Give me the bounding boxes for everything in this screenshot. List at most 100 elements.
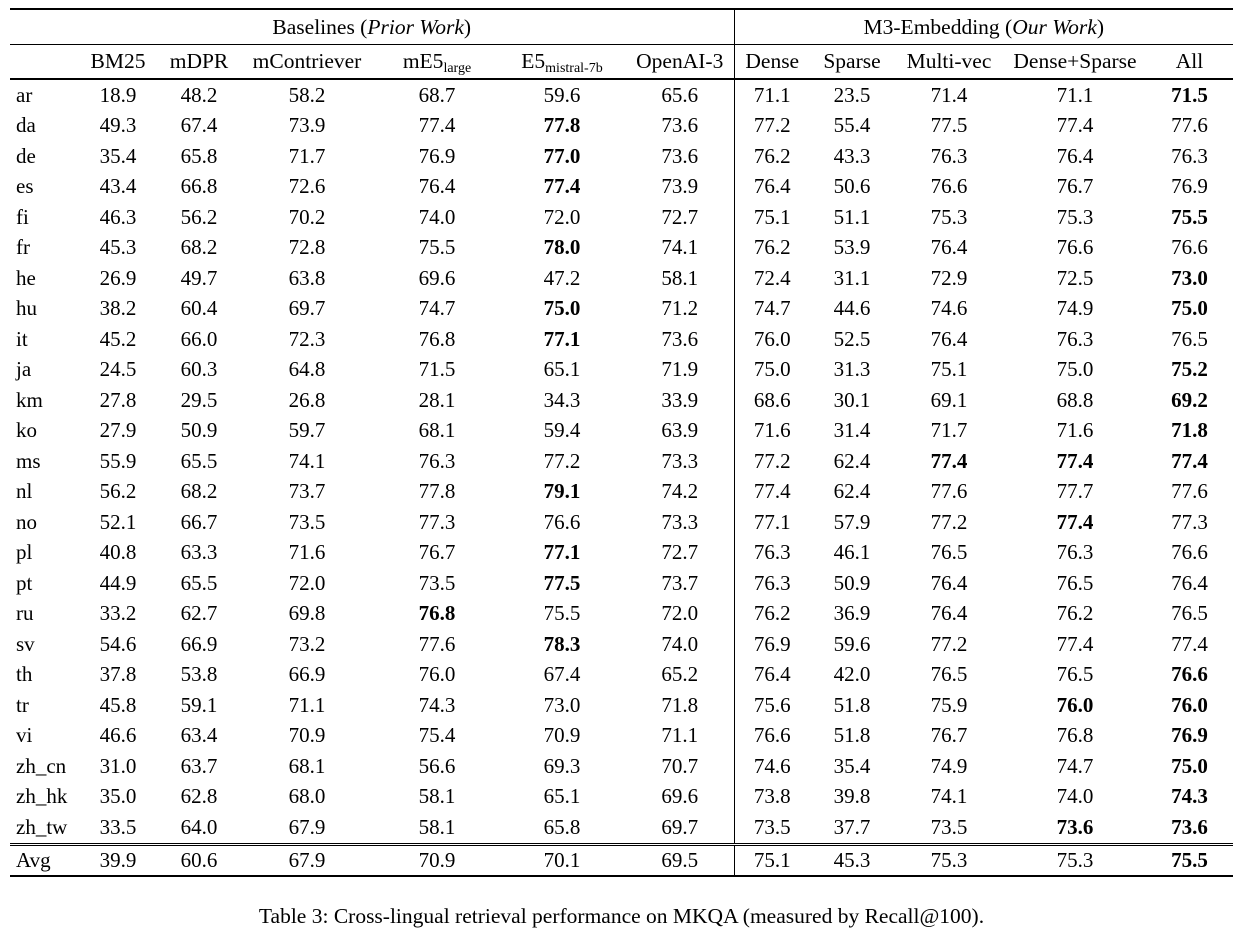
score-cell: 73.9 xyxy=(661,174,699,199)
score-cell: 77.6 xyxy=(930,479,968,504)
score-cell: 49.3 xyxy=(99,113,137,138)
score-cell: 76.9 xyxy=(1171,723,1208,748)
score-cell: 75.0 xyxy=(1056,357,1094,382)
score-cell: 76.6 xyxy=(1171,662,1208,687)
score-cell: 67.9 xyxy=(288,814,326,839)
score-cell: 70.2 xyxy=(288,204,326,229)
table-row: zh_cn 31.0 63.7 68.1 56.6 69.3 70.7 74.6 35.4 74.… xyxy=(10,751,1233,782)
score-cell: 24.5 xyxy=(99,357,137,382)
score-cell: 77.4 xyxy=(1056,113,1094,138)
table-row: es 43.4 66.8 72.6 76.4 77.4 73.9 76.4 50.6 76.6 76… xyxy=(10,171,1233,202)
score-cell: 70.1 xyxy=(498,842,626,876)
table-row: no 52.1 66.7 73.5 77.3 76.6 73.3 77.1 57.9 77.2 77… xyxy=(10,507,1233,538)
score-cell: 74.3 xyxy=(418,692,456,717)
score-cell: 77.0 xyxy=(543,143,581,168)
score-cell: 77.8 xyxy=(543,113,581,138)
score-cell: 62.4 xyxy=(833,448,871,473)
corner-cell xyxy=(10,44,76,80)
score-cell: 31.1 xyxy=(833,265,871,290)
score-cell: 68.6 xyxy=(733,385,810,416)
score-cell: 53.8 xyxy=(180,662,218,687)
row-label: zh_hk xyxy=(16,784,68,809)
score-cell: 51.8 xyxy=(833,692,871,717)
score-cell: 45.2 xyxy=(99,326,137,351)
score-cell: 35.0 xyxy=(99,784,137,809)
score-cell: 43.3 xyxy=(833,143,871,168)
score-cell: 69.5 xyxy=(626,842,734,876)
score-cell: 39.9 xyxy=(76,842,160,876)
score-cell: 58.2 xyxy=(288,82,326,107)
table-row: pt 44.9 65.5 72.0 73.5 77.5 73.7 76.3 50.9 76.4 76… xyxy=(10,568,1233,599)
score-cell: 58.1 xyxy=(661,265,699,290)
table-row: km 27.8 29.5 26.8 28.1 34.3 33.9 68.6 30.1 69.1 68… xyxy=(10,385,1233,416)
score-cell: 75.3 xyxy=(1004,842,1146,876)
score-cell: 76.6 xyxy=(1171,235,1208,260)
score-cell: 76.5 xyxy=(930,540,968,565)
score-cell: 68.2 xyxy=(180,479,218,504)
score-cell: 62.4 xyxy=(833,479,871,504)
score-cell: 76.3 xyxy=(1056,326,1094,351)
score-cell: 76.6 xyxy=(543,509,581,534)
score-cell: 65.8 xyxy=(180,143,218,168)
score-cell: 79.1 xyxy=(543,479,581,504)
score-cell: 75.1 xyxy=(733,842,810,876)
score-cell: 45.3 xyxy=(810,842,894,876)
score-cell: 76.2 xyxy=(733,232,810,263)
score-cell: 35.4 xyxy=(833,753,871,778)
row-label: zh_tw xyxy=(16,814,68,839)
score-cell: 71.1 xyxy=(661,723,699,748)
table-row: zh_tw 33.5 64.0 67.9 58.1 65.8 69.7 73.5 37.7 73.… xyxy=(10,812,1233,844)
score-cell: 59.6 xyxy=(833,631,871,656)
score-cell: 74.1 xyxy=(661,235,699,260)
score-cell: 76.3 xyxy=(418,448,456,473)
score-cell: 18.9 xyxy=(99,82,137,107)
score-cell: 64.0 xyxy=(180,814,218,839)
score-cell: 75.0 xyxy=(733,354,810,385)
score-cell: 75.2 xyxy=(1171,357,1208,382)
score-cell: 38.2 xyxy=(99,296,137,321)
score-cell: 72.0 xyxy=(288,570,326,595)
score-cell: 60.4 xyxy=(180,296,218,321)
group-label-italic: Our Work xyxy=(1012,14,1097,39)
score-cell: 63.9 xyxy=(661,418,699,443)
score-cell: 73.5 xyxy=(418,570,456,595)
score-cell: 62.7 xyxy=(180,601,218,626)
score-cell: 77.4 xyxy=(1056,448,1094,473)
score-cell: 58.1 xyxy=(418,814,456,839)
score-cell: 72.7 xyxy=(661,540,699,565)
score-cell: 65.2 xyxy=(661,662,699,687)
score-cell: 76.0 xyxy=(1056,692,1094,717)
score-cell: 63.3 xyxy=(180,540,218,565)
score-cell: 77.4 xyxy=(418,113,456,138)
score-cell: 75.5 xyxy=(543,601,581,626)
score-cell: 73.6 xyxy=(661,113,699,138)
score-cell: 37.7 xyxy=(833,814,871,839)
score-cell: 75.5 xyxy=(418,235,456,260)
score-cell: 66.9 xyxy=(180,631,218,656)
score-cell: 65.1 xyxy=(543,784,581,809)
table-row: zh_hk 35.0 62.8 68.0 58.1 65.1 69.6 73.8 39.8 74.… xyxy=(10,781,1233,812)
score-cell: 74.7 xyxy=(1056,753,1094,778)
col-header-mdpr: mDPR xyxy=(160,44,238,80)
score-cell: 59.4 xyxy=(543,418,581,443)
score-cell: 65.6 xyxy=(661,82,699,107)
score-cell: 76.5 xyxy=(1171,601,1208,626)
row-label: de xyxy=(16,143,36,168)
score-cell: 57.9 xyxy=(833,509,871,534)
score-cell: 75.5 xyxy=(1146,842,1234,876)
score-cell: 45.3 xyxy=(99,235,137,260)
score-cell: 77.1 xyxy=(543,326,581,351)
score-cell: 66.0 xyxy=(180,326,218,351)
row-label: ko xyxy=(16,418,37,443)
score-cell: 73.0 xyxy=(543,692,581,717)
col-header-bm25: BM25 xyxy=(76,44,160,80)
score-cell: 71.7 xyxy=(930,418,968,443)
row-label: km xyxy=(16,387,43,412)
score-cell: 33.2 xyxy=(99,601,137,626)
score-cell: 74.1 xyxy=(288,448,326,473)
table-row: hu 38.2 60.4 69.7 74.7 75.0 71.2 74.7 44.6 74.6 74… xyxy=(10,293,1233,324)
score-cell: 77.2 xyxy=(733,446,810,477)
score-cell: 37.8 xyxy=(99,662,137,687)
score-cell: 70.9 xyxy=(543,723,581,748)
